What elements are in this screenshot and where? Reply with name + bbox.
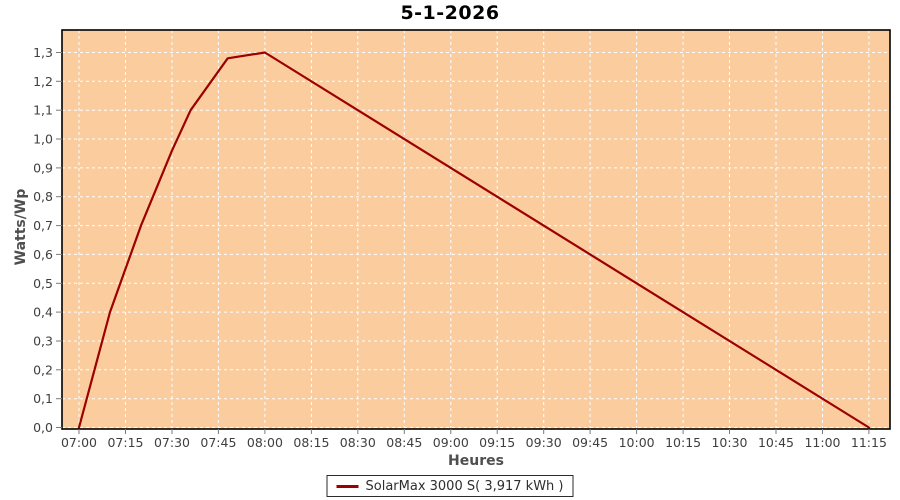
y-tick-label: 0,5 [33,276,53,291]
x-tick-label: 10:15 [665,435,701,450]
y-tick-label: 0,7 [33,218,53,233]
y-tick-label: 0,8 [33,189,53,204]
x-tick-label: 08:15 [293,435,329,450]
x-tick-label: 10:45 [758,435,794,450]
x-tick-label: 09:00 [433,435,469,450]
plot-background [62,30,890,429]
y-tick-label: 0,3 [33,334,53,349]
x-tick-label: 07:00 [61,435,97,450]
x-tick-label: 10:00 [619,435,655,450]
y-axis-label: Watts/Wp [13,188,29,266]
legend-line-swatch [336,484,359,488]
y-tick-label: 0,9 [33,160,53,175]
plot-border [61,29,891,430]
x-tick-label: 07:15 [107,435,143,450]
x-tick-label: 08:30 [340,435,376,450]
y-tick-label: 0,6 [33,247,53,262]
y-tick-label: 1,1 [33,103,53,118]
x-tick-label: 09:45 [572,435,608,450]
y-tick-label: 1,2 [33,74,53,89]
legend-label: SolarMax 3000 S( 3,917 kWh ) [365,478,564,494]
x-tick-label: 08:00 [247,435,283,450]
x-tick-label: 09:30 [526,435,562,450]
series-line-solarmax [77,51,871,429]
x-axis-label: Heures [448,453,504,469]
x-tick-label: 09:15 [479,435,515,450]
y-tick-label: 0,0 [33,420,53,435]
x-tick-label: 07:45 [200,435,236,450]
x-tick-label: 11:15 [851,435,887,450]
y-tick-label: 1,0 [33,132,53,147]
chart-title: 5-1-2026 [400,2,500,24]
y-tick-label: 0,4 [33,305,53,320]
y-tick-label: 0,2 [33,362,53,377]
x-tick-label: 07:30 [154,435,190,450]
y-tick-label: 1,3 [33,45,53,60]
x-tick-label: 10:30 [711,435,747,450]
y-tick-label: 0,1 [33,391,53,406]
x-tick-label: 11:00 [804,435,840,450]
legend: SolarMax 3000 S( 3,917 kWh ) [326,475,574,497]
x-tick-label: 08:45 [386,435,422,450]
